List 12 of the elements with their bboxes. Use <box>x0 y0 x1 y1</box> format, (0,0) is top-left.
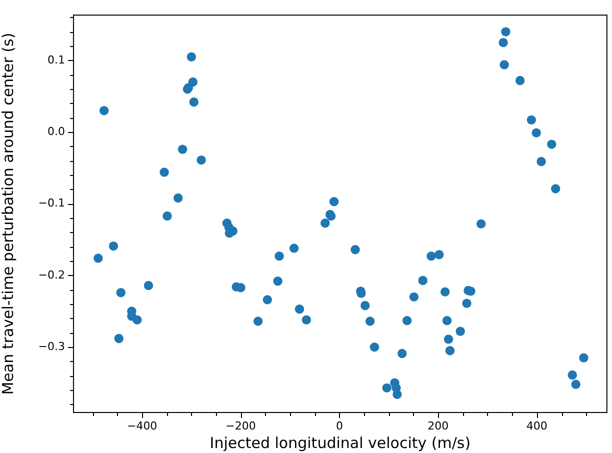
y-tick-label: 0.0 <box>48 124 65 138</box>
y-tick-label: 0.1 <box>48 53 65 66</box>
y-tick-label: −0.1 <box>38 196 65 210</box>
y-tick-label: −0.3 <box>38 340 65 353</box>
x-tick-label: −400 <box>126 419 158 432</box>
x-tick-label: 0 <box>336 419 343 432</box>
y-axis-title: Mean travel-time perturbation around center (s) <box>0 32 17 395</box>
x-tick-label: 400 <box>526 419 548 432</box>
y-tick-label: −0.2 <box>38 268 65 282</box>
x-tick-label: −200 <box>226 419 256 432</box>
x-tick-label: 200 <box>428 419 449 432</box>
x-axis-title: Injected longitudinal velocity (m/s) <box>210 434 471 452</box>
